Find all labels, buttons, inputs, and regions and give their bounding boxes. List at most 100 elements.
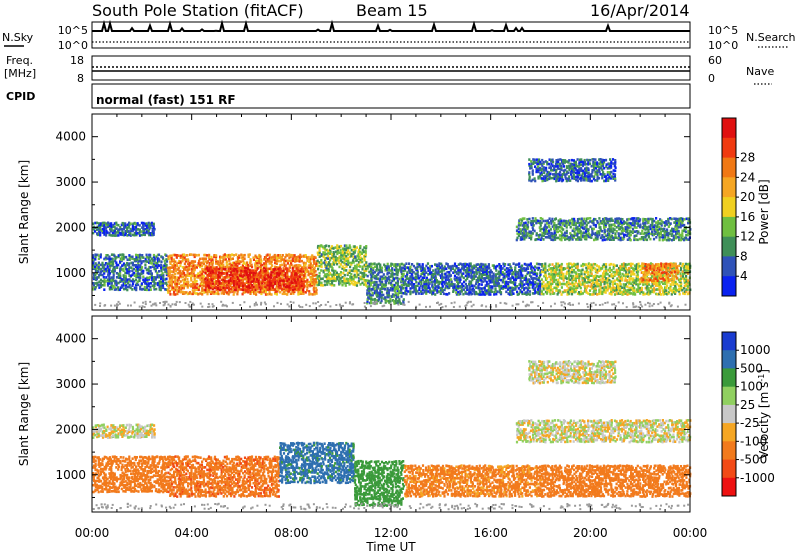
echo-cell [580,275,583,278]
echo-cell [430,271,433,274]
echo-cell [346,278,350,281]
echo-cell [608,269,611,272]
echo-cell [521,286,524,289]
echo-cell [529,267,533,270]
echo-cell [106,282,110,285]
echo-cell [654,230,657,233]
echo-cell [633,234,636,238]
echo-cell [147,284,150,288]
echo-cell [537,282,540,286]
echo-cell [565,277,568,280]
echo-cell [218,266,222,269]
echo-cell [515,229,519,232]
echo-cell [238,256,241,259]
echo-cell [534,291,537,294]
echo-cell [677,229,680,233]
echo-cell [163,268,166,271]
echo-cell [517,234,520,237]
echo-cell [361,267,364,271]
echo-cell [192,264,195,267]
echo-cell [138,234,142,237]
echo-cell [394,299,397,302]
echo-cell [346,253,349,256]
echo-cell [523,234,526,237]
echo-cell [525,227,528,231]
echo-cell [615,288,618,292]
echo-cell [281,276,284,280]
echo-cell [227,253,230,257]
echo-cell [647,217,650,221]
echo-cell [502,262,505,266]
echo-cell [660,222,663,225]
echo-cell [177,278,180,281]
echo-cell [442,292,445,296]
echo-cell [92,263,95,267]
echo-cell [461,282,464,286]
echo-cell [256,264,259,267]
echo-cell [597,230,601,233]
echo-cell [585,237,588,241]
echo-cell [114,286,117,290]
echo-cell [409,269,412,272]
echo-cell [272,283,275,287]
echo-cell [298,291,301,294]
echo-cell [633,230,636,233]
echo-cell [143,233,146,237]
echo-cell [291,290,294,294]
echo-cell [571,217,574,221]
echo-cell [257,274,260,277]
echo-cell [139,274,142,277]
echo-cell [608,232,611,235]
echo-cell [369,267,373,270]
echo-cell [528,230,531,233]
echo-cell [550,270,553,274]
echo-cell [499,278,502,282]
echo-cell [537,278,540,282]
echo-cell [138,224,141,227]
echo-cell [460,284,463,288]
echo-cell [372,268,375,272]
echo-cell [375,289,378,293]
echo-cell [517,224,520,227]
echo-cell [460,286,464,289]
echo-cell [227,275,230,279]
echo-cell [208,261,211,265]
echo-cell [137,255,140,259]
echo-cell [253,277,256,281]
echo-cell [556,272,559,276]
echo-cell [128,258,131,261]
echo-cell [389,275,392,279]
echo-cell [311,272,314,276]
echo-cell [301,282,304,285]
echo-cell [178,282,181,286]
echo-cell [372,285,375,288]
echo-cell [596,230,599,233]
echo-cell [245,278,248,281]
echo-cell [318,281,321,284]
echo-cell [557,278,560,282]
echo-cell [126,271,129,275]
echo-cell [201,274,204,278]
echo-cell [456,280,459,283]
echo-cell [603,228,606,232]
echo-cell [517,227,520,230]
echo-cell [546,230,549,233]
echo-cell [223,280,226,283]
echo-cell [535,262,539,266]
echo-cell [532,288,535,291]
echo-cell [559,266,562,270]
echo-cell [462,272,465,275]
echo-cell [179,264,182,268]
echo-cell [142,228,145,231]
echo-cell [324,258,327,262]
echo-cell [375,275,378,278]
echo-cell [240,269,243,272]
echo-cell [663,224,666,227]
echo-cell [113,231,116,235]
echo-cell [200,278,203,282]
echo-cell [215,255,218,259]
echo-cell [482,290,485,294]
echo-cell [290,263,293,267]
echo-cell [247,282,250,286]
echo-cell [594,269,597,272]
